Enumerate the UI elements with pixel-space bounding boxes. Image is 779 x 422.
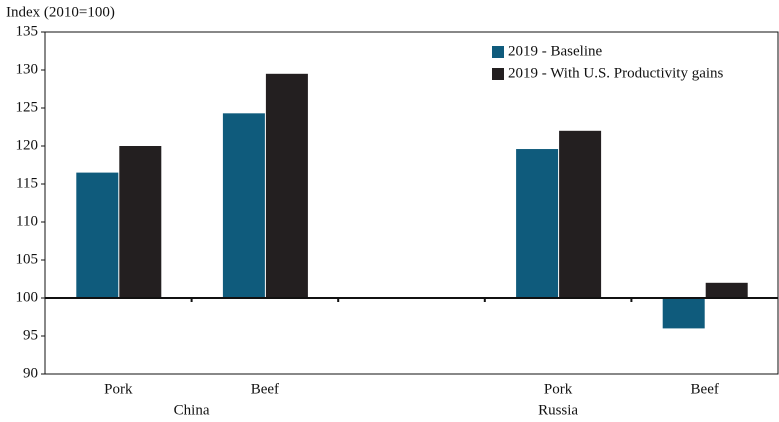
y-axis-label: Index (2010=100)	[6, 4, 115, 20]
y-tick-label: 135	[16, 23, 39, 39]
y-tick-label: 130	[16, 61, 39, 77]
group-label: Russia	[538, 402, 578, 418]
bar	[76, 172, 119, 298]
legend-label: 2019 - Baseline	[508, 43, 602, 59]
bar	[516, 149, 559, 298]
x-tick-label: Pork	[104, 381, 133, 397]
y-tick-label: 120	[16, 137, 39, 153]
x-tick-label: Beef	[691, 381, 719, 397]
bar	[265, 73, 308, 298]
y-tick-label: 110	[16, 213, 38, 229]
x-tick-label: Beef	[251, 381, 279, 397]
plot-frame	[44, 31, 779, 375]
y-tick-label: 105	[16, 251, 39, 267]
y-tick-label: 125	[16, 99, 39, 115]
y-tick-label: 90	[23, 365, 38, 381]
group-label: China	[174, 402, 210, 418]
bar	[559, 130, 602, 298]
y-tick-label: 95	[23, 327, 38, 343]
y-tick-label: 115	[16, 175, 38, 191]
bar	[222, 113, 265, 298]
legend-label: 2019 - With U.S. Productivity gains	[508, 65, 724, 81]
x-tick-label: Pork	[544, 381, 573, 397]
legend-swatch	[492, 68, 504, 80]
bar	[705, 282, 748, 298]
y-tick-label: 100	[16, 289, 39, 305]
legend-swatch	[492, 46, 504, 58]
bar	[662, 298, 705, 329]
bar	[119, 146, 162, 298]
